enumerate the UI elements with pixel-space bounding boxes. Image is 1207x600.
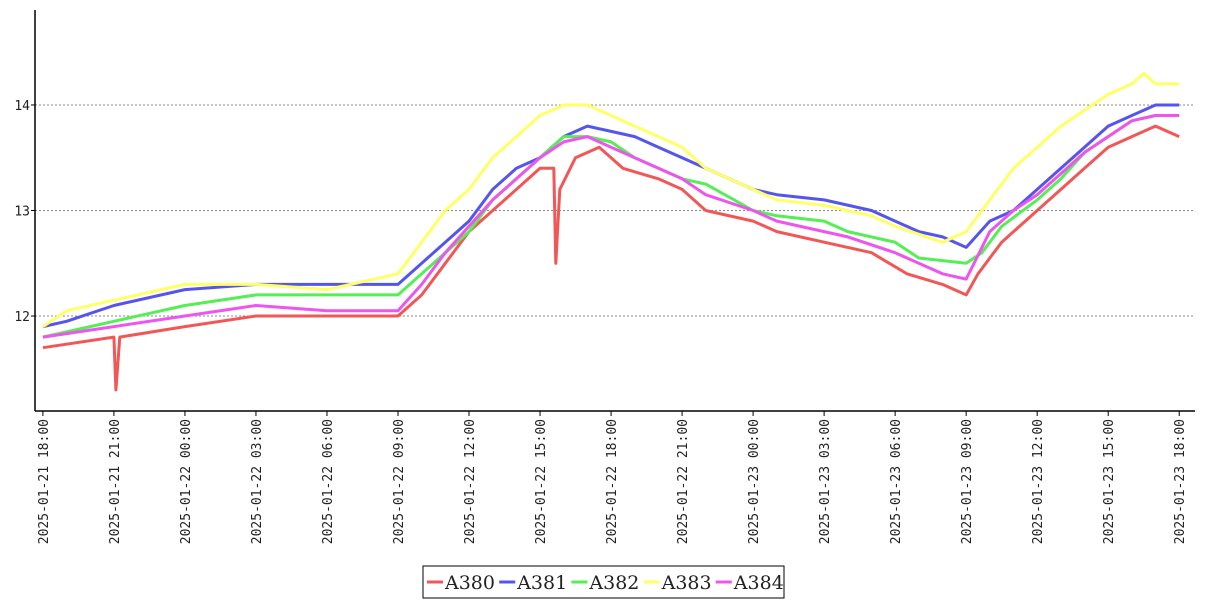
grid-lines	[35, 104, 1195, 317]
x-tick-label: 2025-01-23 09:00	[960, 419, 975, 544]
legend-label-a382: A382	[588, 572, 639, 594]
x-tick-label: 2025-01-23 03:00	[818, 419, 833, 544]
x-tick-label: 2025-01-22 00:00	[179, 419, 194, 544]
x-tick-label: 2025-01-22 03:00	[250, 419, 265, 544]
series-lines	[42, 71, 1180, 392]
y-tick-label: 12	[14, 310, 30, 325]
x-tick-label: 2025-01-23 00:00	[747, 419, 762, 544]
legend-label-a380: A380	[444, 572, 495, 594]
x-tick-label: 2025-01-23 06:00	[889, 419, 904, 544]
x-tick-label: 2025-01-22 15:00	[534, 419, 549, 544]
x-tick-label: 2025-01-22 09:00	[392, 419, 407, 544]
legend-label-a383: A383	[661, 572, 712, 594]
series-line-a384	[42, 114, 1180, 339]
legend-label-a381: A381	[516, 572, 567, 594]
y-tick-label: 14	[14, 99, 30, 114]
x-tick-labels: 2025-01-21 18:00 2025-01-21 21:00 2025-01-…	[37, 411, 1188, 544]
legend: A380 A381 A382 A383 A384	[422, 565, 785, 599]
x-tick-label: 2025-01-21 18:00	[37, 419, 52, 544]
x-tick-label: 2025-01-21 21:00	[108, 419, 123, 544]
x-tick-label: 2025-01-22 18:00	[605, 419, 620, 544]
y-tick-labels: 12 13 14	[14, 99, 35, 325]
series-line-a381	[42, 103, 1180, 329]
x-tick-label: 2025-01-23 18:00	[1173, 419, 1188, 544]
series-line-a383	[42, 71, 1180, 328]
y-tick-label: 13	[14, 205, 30, 220]
x-tick-label: 2025-01-22 21:00	[676, 419, 691, 544]
x-tick-label: 2025-01-22 12:00	[463, 419, 478, 544]
x-tick-label: 2025-01-23 12:00	[1031, 419, 1046, 544]
series-line-a380	[42, 124, 1180, 392]
x-tick-label: 2025-01-23 15:00	[1102, 419, 1117, 544]
legend-label-a384: A384	[733, 572, 784, 594]
x-tick-label: 2025-01-22 06:00	[321, 419, 336, 544]
